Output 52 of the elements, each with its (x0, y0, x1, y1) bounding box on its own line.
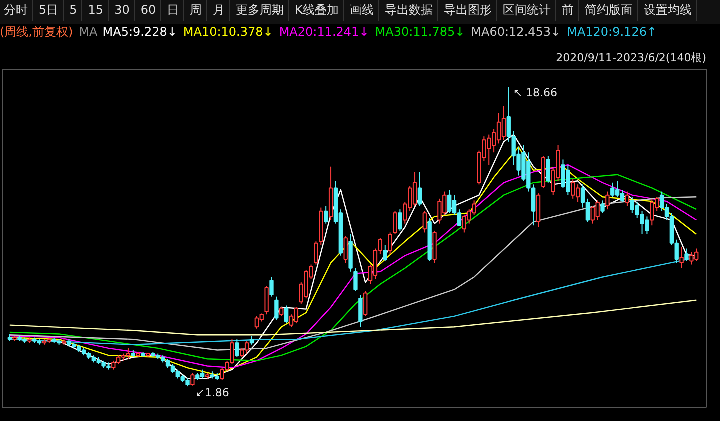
text: 区间统计 (499, 0, 556, 22)
candlestick (422, 210, 427, 234)
text: 60 (136, 0, 162, 22)
text: MA10:10.378↓ (183, 25, 274, 39)
chart-title: (周线,前复权) (0, 25, 74, 39)
candlestick (314, 241, 318, 266)
candlestick (398, 209, 402, 232)
candlestick (546, 156, 550, 184)
text: 设置均线 (640, 0, 697, 22)
chart-subtitle: 2020/9/11-2023/6/2(140根) (556, 52, 707, 64)
candlestick (600, 200, 605, 214)
candlestick (625, 191, 630, 207)
text: MA120:9.126↑ (567, 25, 658, 39)
text: 30 (110, 0, 135, 22)
candlestick (324, 206, 328, 224)
candlestick (680, 246, 684, 269)
candlestick (383, 244, 388, 262)
text: 5日 (35, 0, 64, 22)
candlestick (270, 276, 274, 298)
candlestick (358, 294, 363, 328)
text: ↙1.86 (196, 386, 230, 400)
candlestick (393, 210, 398, 236)
candlestick (418, 172, 422, 207)
text: MA30:11.785↓ (375, 25, 466, 39)
text: 导出数据 (381, 0, 438, 22)
text: 分时 (0, 0, 33, 22)
candlestick (354, 268, 358, 292)
candlestick (235, 339, 240, 358)
candlestick (364, 290, 368, 317)
text: 日 (163, 0, 184, 22)
text: MA20:11.241↓ (279, 25, 370, 39)
text: 月 (209, 0, 230, 22)
text: 更多周期 (232, 0, 290, 22)
text: 画线 (346, 0, 379, 22)
candlestick (388, 232, 392, 255)
text: 导出图形 (440, 0, 497, 22)
text: ↖ 18.66 (513, 86, 558, 100)
candlestick (274, 296, 279, 320)
text: 简约版面 (581, 0, 638, 22)
text: 前 (558, 0, 579, 22)
text: 5 (66, 0, 82, 22)
candlestick (344, 236, 348, 264)
text: 周 (186, 0, 208, 22)
candlestick (284, 305, 289, 324)
text: MA5:9.228↓ (102, 25, 178, 39)
legend-title: MA (79, 25, 98, 39)
text: K线叠加 (291, 0, 344, 22)
candlestick (606, 191, 610, 210)
candlestick (190, 372, 195, 386)
text: 15 (84, 0, 109, 22)
candlestick (684, 248, 689, 262)
text: MA60:12.453↓ (471, 25, 562, 39)
